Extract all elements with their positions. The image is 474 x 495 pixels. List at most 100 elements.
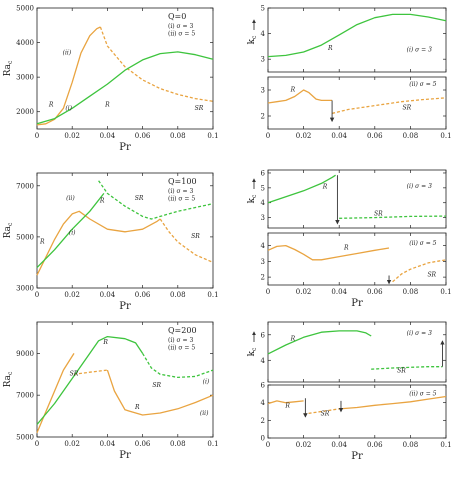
y-axis-label: kc: [247, 35, 258, 44]
x-tick-label: 0: [35, 132, 39, 140]
y-tick-label: 2: [261, 417, 265, 425]
plot-frame: [267, 321, 447, 383]
chart-kc_Q0: 3 4 5 kc (i) σ = 3 R: [247, 5, 447, 73]
chart-kc_Q200: 4 6kc (i) σ = 3 R SR: [247, 321, 447, 383]
annotation: (ii) σ = 5: [409, 81, 436, 88]
y-tick-label: 4: [261, 242, 266, 250]
x-tick-label: 0.04: [100, 291, 116, 299]
y-axis-label: Rac: [3, 60, 14, 76]
y-tick-label: 3: [261, 214, 265, 222]
annotation: (i): [203, 379, 210, 386]
y-tick-label: 3: [261, 258, 265, 266]
chart-Ra_Q100: 0 0.02 0.04 0.06 0.08 0.1 3000 5000 7000 Pr Rac Q=1…: [3, 172, 219, 312]
x-tick-label: 0: [35, 440, 39, 448]
x-tick-label: 0.1: [207, 132, 218, 140]
y-axis-label: kc: [247, 194, 258, 203]
y-axis-label: kc: [247, 347, 258, 356]
series-line-green-1: [339, 215, 447, 219]
plot-frame: [36, 7, 214, 130]
series-line-orange-1: [159, 218, 214, 263]
legend-entry: (ii) σ = 5: [168, 345, 195, 352]
x-tick-label: 0.08: [403, 132, 419, 140]
y-tick-label: 0: [261, 435, 265, 443]
y-tick-label: 5: [261, 5, 265, 13]
annotation: SR: [374, 210, 383, 217]
chart-kc_Q100_sigma5: 0 0.02 0.04 0.06 0.08 0.1 2 3 4 Pr (ii) σ = 5 R SR: [261, 232, 452, 309]
y-tick-label: 3000: [16, 285, 34, 293]
x-tick-label: 0.1: [207, 440, 218, 448]
series-line-orange-2: [106, 369, 214, 416]
y-tick-label: 2: [261, 113, 265, 121]
y-tick-label: 3: [261, 87, 265, 95]
x-tick-label: 0.02: [64, 132, 80, 140]
annotation: (i) σ = 3: [407, 183, 432, 190]
x-tick-label: 0.06: [367, 441, 383, 449]
plot-frame: [267, 169, 447, 229]
legend-entry: (ii) σ = 5: [168, 196, 195, 203]
series-line-orange-0: [267, 400, 304, 405]
series-line-orange-1: [392, 259, 447, 283]
annotation: SR: [403, 105, 412, 112]
series-line-green-0: [267, 330, 372, 355]
annotation: R: [39, 238, 45, 245]
y-tick-label: 5: [261, 184, 265, 192]
plot-frame: [267, 232, 447, 286]
series-line-green-0: [267, 174, 336, 204]
x-tick-label: 0.06: [367, 132, 383, 140]
x-tick-label: 0.02: [64, 291, 80, 299]
annotation: (i) σ = 3: [407, 330, 432, 337]
annotation: R: [290, 86, 296, 93]
x-axis-label: Pr: [119, 301, 131, 312]
annotation: (ii): [63, 50, 72, 57]
series-line-orange-1: [331, 97, 447, 115]
plot-frame: [36, 172, 214, 289]
annotation: (ii) σ = 5: [409, 391, 436, 398]
annotation: (ii) σ = 5: [409, 240, 436, 247]
x-tick-label: 0: [35, 291, 39, 299]
x-tick-label: 0.06: [135, 132, 151, 140]
annotation: R: [290, 336, 296, 343]
y-tick-label: 2000: [16, 108, 34, 116]
chart-header: Q=200: [168, 326, 197, 335]
annotation: R: [99, 197, 105, 204]
x-tick-label: 0.08: [170, 440, 186, 448]
annotation: (i): [65, 105, 72, 112]
y-axis-label: Rac: [3, 222, 14, 238]
x-tick-label: 0.08: [403, 288, 419, 296]
annotation: SR: [191, 233, 200, 240]
chart-Ra_Q200: 0 0.02 0.04 0.06 0.08 0.1 5000 7000 9000 Pr Rac Q=2…: [3, 321, 219, 461]
annotation: SR: [427, 271, 436, 278]
series-line-green-2: [36, 51, 214, 125]
annotation: R: [327, 45, 333, 52]
y-tick-label: 2: [261, 274, 265, 282]
x-axis-label: Pr: [119, 450, 131, 461]
series-line-green-4: [142, 353, 214, 379]
annotation: R: [48, 102, 54, 109]
y-tick-label: 4: [261, 399, 266, 407]
annotation: SR: [195, 105, 204, 112]
series-line-orange-1: [303, 408, 340, 415]
y-tick-label: 4: [261, 30, 266, 38]
annotation: SR: [152, 382, 161, 389]
x-tick-label: 0.06: [135, 440, 151, 448]
x-tick-label: 0.04: [100, 132, 116, 140]
series-line-orange-0: [36, 210, 161, 276]
y-tick-label: 9000: [16, 350, 34, 358]
x-tick-label: 0.1: [207, 291, 218, 299]
x-tick-label: 0.04: [331, 441, 347, 449]
x-tick-label: 0.08: [403, 441, 419, 449]
y-tick-label: 7000: [16, 182, 34, 190]
annotation: SR: [397, 367, 406, 374]
y-tick-label: 5000: [16, 434, 34, 442]
annotation: SR: [70, 370, 79, 377]
legend-entry: (ii) σ = 5: [168, 31, 195, 38]
x-tick-label: 0: [266, 132, 270, 140]
y-tick-label: 5000: [16, 5, 34, 13]
annotation: (i) σ = 3: [407, 47, 432, 54]
x-axis-label: Pr: [351, 298, 363, 309]
x-tick-label: 0.02: [296, 441, 312, 449]
x-tick-label: 0.02: [64, 440, 80, 448]
series-line-orange-0: [36, 26, 101, 126]
annotation: (i): [69, 229, 76, 236]
series-line-orange-0: [267, 89, 333, 104]
